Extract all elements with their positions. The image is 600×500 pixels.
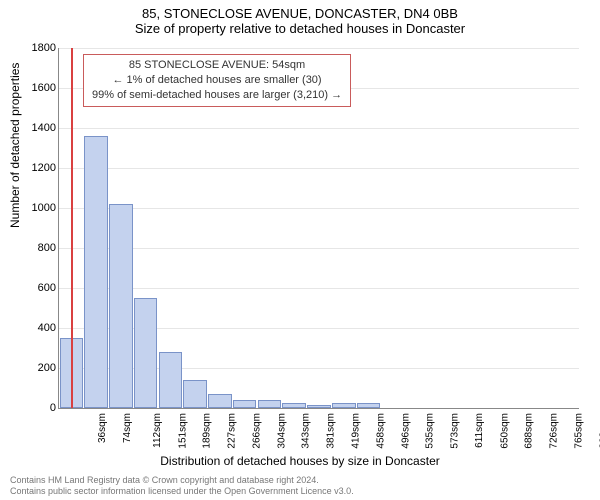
histogram-bar xyxy=(84,136,108,408)
x-tick-label: 74sqm xyxy=(122,413,133,443)
gridline xyxy=(59,168,579,169)
x-tick-label: 611sqm xyxy=(474,413,485,448)
x-tick-label: 381sqm xyxy=(326,413,337,449)
y-tick-label: 400 xyxy=(16,322,56,334)
title-address: 85, STONECLOSE AVENUE, DONCASTER, DN4 0B… xyxy=(0,6,600,21)
x-tick-label: 573sqm xyxy=(450,413,461,449)
x-tick-label: 36sqm xyxy=(97,413,108,443)
y-tick-label: 1400 xyxy=(16,122,56,134)
x-tick-label: 419sqm xyxy=(351,413,362,449)
gridline xyxy=(59,288,579,289)
y-tick-label: 1200 xyxy=(16,162,56,174)
title-subtitle: Size of property relative to detached ho… xyxy=(0,21,600,36)
gridline xyxy=(59,128,579,129)
property-marker-line xyxy=(71,48,73,408)
copyright-footer: Contains HM Land Registry data © Crown c… xyxy=(10,475,354,498)
histogram-bar xyxy=(208,394,232,408)
x-tick-label: 112sqm xyxy=(152,413,163,448)
histogram-bar xyxy=(233,400,257,408)
x-tick-label: 227sqm xyxy=(227,413,238,449)
histogram-bar xyxy=(159,352,183,408)
y-tick-label: 0 xyxy=(16,402,56,414)
info-line-property: 85 STONECLOSE AVENUE: 54sqm xyxy=(92,58,342,73)
histogram-bar xyxy=(134,298,158,408)
footer-line1: Contains HM Land Registry data © Crown c… xyxy=(10,475,354,486)
x-tick-label: 343sqm xyxy=(301,413,312,449)
plot-area: 85 STONECLOSE AVENUE: 54sqm ← 1% of deta… xyxy=(58,48,579,409)
x-tick-label: 726sqm xyxy=(549,413,560,449)
x-tick-label: 189sqm xyxy=(202,413,213,449)
y-tick-label: 200 xyxy=(16,362,56,374)
gridline xyxy=(59,48,579,49)
info-line-larger: 99% of semi-detached houses are larger (… xyxy=(92,88,342,103)
x-tick-label: 458sqm xyxy=(375,413,386,449)
histogram-bar xyxy=(282,403,306,408)
x-tick-label: 304sqm xyxy=(276,413,287,449)
x-tick-label: 688sqm xyxy=(524,413,535,449)
y-tick-label: 800 xyxy=(16,242,56,254)
info-line-smaller: ← 1% of detached houses are smaller (30) xyxy=(92,73,342,88)
x-tick-label: 650sqm xyxy=(499,413,510,449)
histogram-bar xyxy=(258,400,282,408)
x-tick-label: 765sqm xyxy=(573,413,584,449)
histogram-bar xyxy=(332,403,356,408)
x-tick-label: 151sqm xyxy=(177,413,188,449)
x-tick-label: 496sqm xyxy=(400,413,411,449)
footer-line2: Contains public sector information licen… xyxy=(10,486,354,497)
histogram-bar xyxy=(307,405,331,408)
histogram-bar xyxy=(183,380,207,408)
histogram-bar xyxy=(109,204,133,408)
info-box: 85 STONECLOSE AVENUE: 54sqm ← 1% of deta… xyxy=(83,54,351,107)
chart-container: 85, STONECLOSE AVENUE, DONCASTER, DN4 0B… xyxy=(0,0,600,500)
y-tick-label: 1000 xyxy=(16,202,56,214)
title-block: 85, STONECLOSE AVENUE, DONCASTER, DN4 0B… xyxy=(0,0,600,36)
gridline xyxy=(59,208,579,209)
gridline xyxy=(59,248,579,249)
y-tick-label: 1600 xyxy=(16,82,56,94)
x-tick-label: 266sqm xyxy=(252,413,263,449)
y-tick-label: 1800 xyxy=(16,42,56,54)
y-tick-label: 600 xyxy=(16,282,56,294)
x-tick-label: 535sqm xyxy=(425,413,436,449)
x-axis-label: Distribution of detached houses by size … xyxy=(0,454,600,468)
histogram-bar xyxy=(357,403,381,408)
